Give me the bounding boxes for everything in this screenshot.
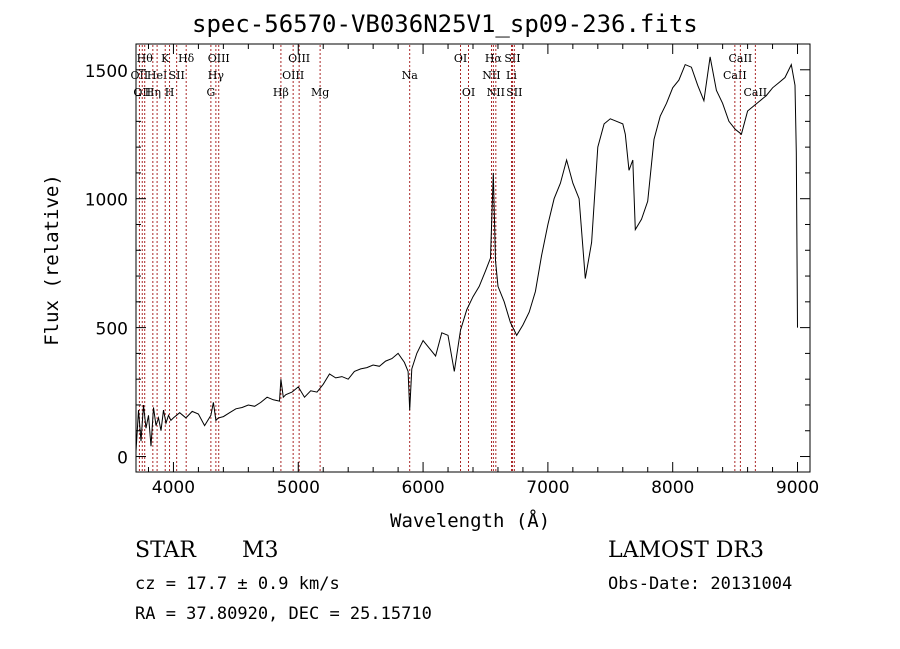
line-marker-label: OIII [208, 52, 230, 65]
y-axis-label: Flux (relative) [41, 174, 63, 346]
tick-labels: 4000 5000 6000 7000 8000 9000 0 500 1000 1500 [85, 62, 819, 498]
x-tick-label: 4000 [152, 478, 195, 498]
line-marker-label: Hβ [273, 86, 289, 99]
object-class: STAR [135, 538, 196, 563]
x-tick-label: 7000 [526, 478, 569, 498]
line-marker-label: Hδ [178, 52, 195, 65]
line-marker-label: SII [169, 69, 185, 82]
line-marker-label: OIII [282, 69, 304, 82]
y-tick-label: 500 [96, 320, 128, 340]
x-tick-label: 5000 [277, 478, 320, 498]
line-marker-label: Hθ [137, 52, 154, 65]
line-marker-label: CaII [743, 86, 767, 99]
line-marker-label: OI [462, 86, 475, 99]
line-markers: OIIOIIHθHηHeIKHSIIHδGHγOIIIHβOIIIOIIIMgN… [131, 45, 767, 471]
line-marker-label: Li [506, 69, 517, 82]
plot-frame [135, 43, 811, 473]
redshift-readout: cz = 17.7 ± 0.9 km/s [135, 574, 340, 594]
line-marker-label: OII [131, 69, 149, 82]
line-marker-label: OIII [288, 52, 310, 65]
x-tick-label: 6000 [401, 478, 444, 498]
line-marker-label: SII [506, 86, 522, 99]
line-marker-label: G [206, 86, 215, 99]
line-marker-label: HeI [147, 69, 167, 82]
chart-title: spec-56570-VB036N25V1_sp09-236.fits [192, 10, 698, 38]
survey-name: LAMOST DR3 [608, 538, 764, 563]
line-marker-label: Hγ [208, 69, 225, 82]
line-marker-label: Na [402, 69, 419, 82]
y-tick-label: 0 [117, 449, 128, 469]
y-tick-label: 1000 [85, 191, 128, 211]
x-tick-label: 8000 [651, 478, 694, 498]
object-subclass: M3 [242, 538, 279, 563]
x-tick-label: 9000 [776, 478, 819, 498]
spectrum-line [135, 56, 798, 452]
line-marker-label: H [165, 86, 175, 99]
line-marker-label: Hη [145, 86, 161, 99]
line-marker-label: NII [487, 86, 505, 99]
line-marker-label: NII [482, 69, 500, 82]
line-marker-label: CaII [729, 52, 753, 65]
line-marker-label: OI [454, 52, 467, 65]
obs-date: Obs-Date: 20131004 [608, 574, 793, 594]
line-marker-label: SII [504, 52, 520, 65]
coordinates-readout: RA = 37.80920, DEC = 25.15710 [135, 604, 432, 624]
x-axis-label: Wavelength (Å) [390, 510, 551, 532]
line-marker-label: Hα [485, 52, 503, 65]
axis-ticks [136, 44, 810, 472]
line-marker-label: K [161, 52, 170, 65]
line-marker-label: CaII [723, 69, 747, 82]
y-tick-label: 1500 [85, 62, 128, 82]
line-marker-label: Mg [311, 86, 329, 99]
